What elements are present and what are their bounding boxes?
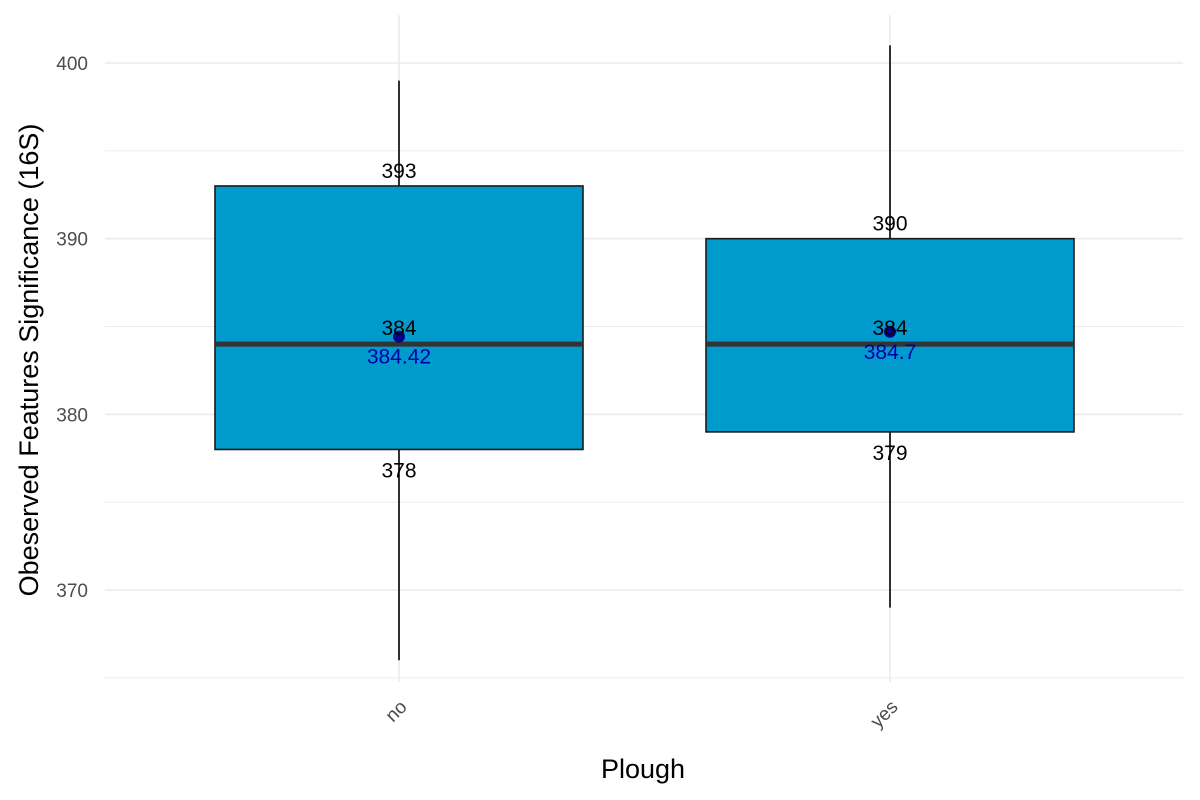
median-label: 384 (872, 317, 907, 340)
x-tick-label-yes: yes (867, 697, 903, 733)
x-tick-label-no: no (382, 697, 412, 727)
y-tick-label: 390 (56, 230, 88, 251)
q1-label: 379 (872, 442, 907, 465)
q3-label: 393 (381, 160, 416, 183)
y-tick-label: 370 (56, 581, 88, 602)
y-tick-label: 380 (56, 405, 88, 426)
median-label: 384 (381, 317, 416, 340)
mean-label: 384.42 (367, 346, 431, 369)
y-axis-title: Obeserved Features Significance (16S) (14, 124, 44, 597)
x-axis-title: Plough (601, 754, 685, 784)
mean-label: 384.7 (864, 341, 917, 364)
y-tick-label: 400 (56, 54, 88, 75)
q3-label: 390 (872, 213, 907, 236)
q1-label: 378 (381, 459, 416, 482)
x-tick-labels: no yes (382, 697, 903, 733)
box-no: 393 384 384.42 378 (215, 81, 583, 661)
y-tick-labels: 370 380 390 400 (56, 54, 88, 602)
